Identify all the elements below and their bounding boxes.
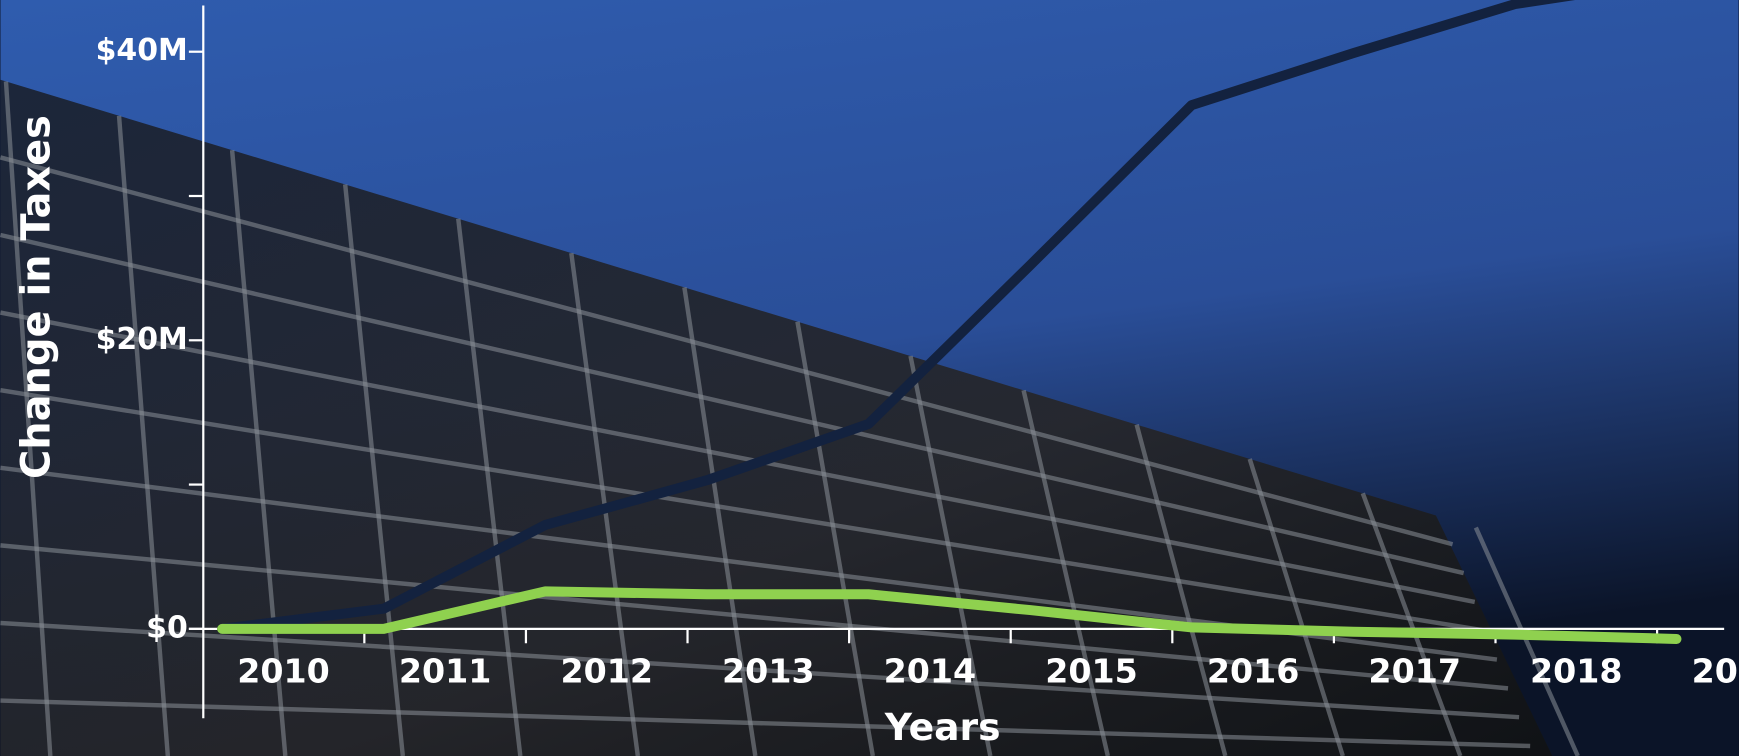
x-tick-label: 2014 [884,652,977,691]
x-tick-label: 2016 [1207,652,1300,691]
y-tick-label: $40M [96,33,188,68]
x-tick-label: 2015 [1045,652,1138,691]
x-tick-label: 2017 [1368,652,1461,691]
x-tick-label: 2019 [1692,652,1739,691]
x-tick-label: 2013 [722,652,815,691]
y-axis-title: Change in Taxes [14,115,60,479]
x-tick-label: 2010 [237,652,330,691]
x-axis-title: Years [884,705,1001,749]
x-tick-label: 2018 [1530,652,1623,691]
chart: Change in Taxes Years $0 $20M $40M 2010 2011… [0,0,1739,756]
y-tick-label: $0 [146,610,188,645]
x-tick-label: 2012 [560,652,653,691]
page: Change in Taxes Years $0 $20M $40M 2010 2011… [0,0,1739,756]
y-tick-label: $20M [96,322,188,357]
x-tick-label: 2011 [399,652,492,691]
